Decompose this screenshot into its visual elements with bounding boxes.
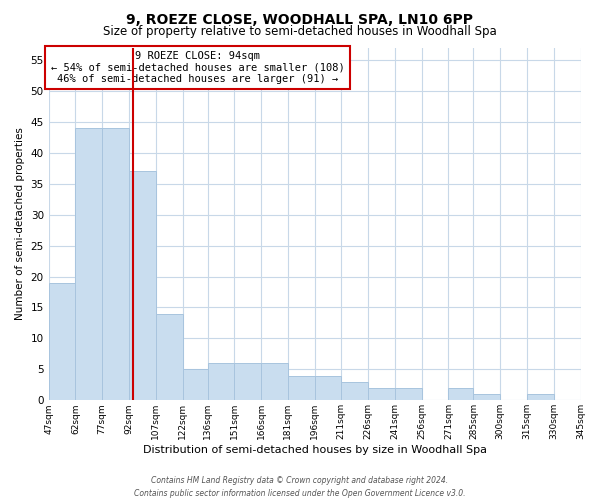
Text: Size of property relative to semi-detached houses in Woodhall Spa: Size of property relative to semi-detach… [103,25,497,38]
X-axis label: Distribution of semi-detached houses by size in Woodhall Spa: Distribution of semi-detached houses by … [143,445,487,455]
Bar [208,363,234,401]
Bar [395,388,422,400]
Bar [49,282,76,401]
Bar [448,388,473,400]
Bar [234,363,261,401]
Bar [341,382,368,400]
Bar [473,394,500,400]
Bar [368,388,395,400]
Text: 9 ROEZE CLOSE: 94sqm
← 54% of semi-detached houses are smaller (108)
46% of semi: 9 ROEZE CLOSE: 94sqm ← 54% of semi-detac… [51,51,344,84]
Bar [261,363,288,401]
Text: Contains HM Land Registry data © Crown copyright and database right 2024.
Contai: Contains HM Land Registry data © Crown c… [134,476,466,498]
Bar [182,370,208,400]
Bar [76,128,102,400]
Bar [156,314,182,400]
Bar [129,172,156,400]
Bar [527,394,554,400]
Bar [102,128,129,400]
Bar [314,376,341,400]
Text: 9, ROEZE CLOSE, WOODHALL SPA, LN10 6PP: 9, ROEZE CLOSE, WOODHALL SPA, LN10 6PP [127,12,473,26]
Y-axis label: Number of semi-detached properties: Number of semi-detached properties [15,128,25,320]
Bar [288,376,314,400]
